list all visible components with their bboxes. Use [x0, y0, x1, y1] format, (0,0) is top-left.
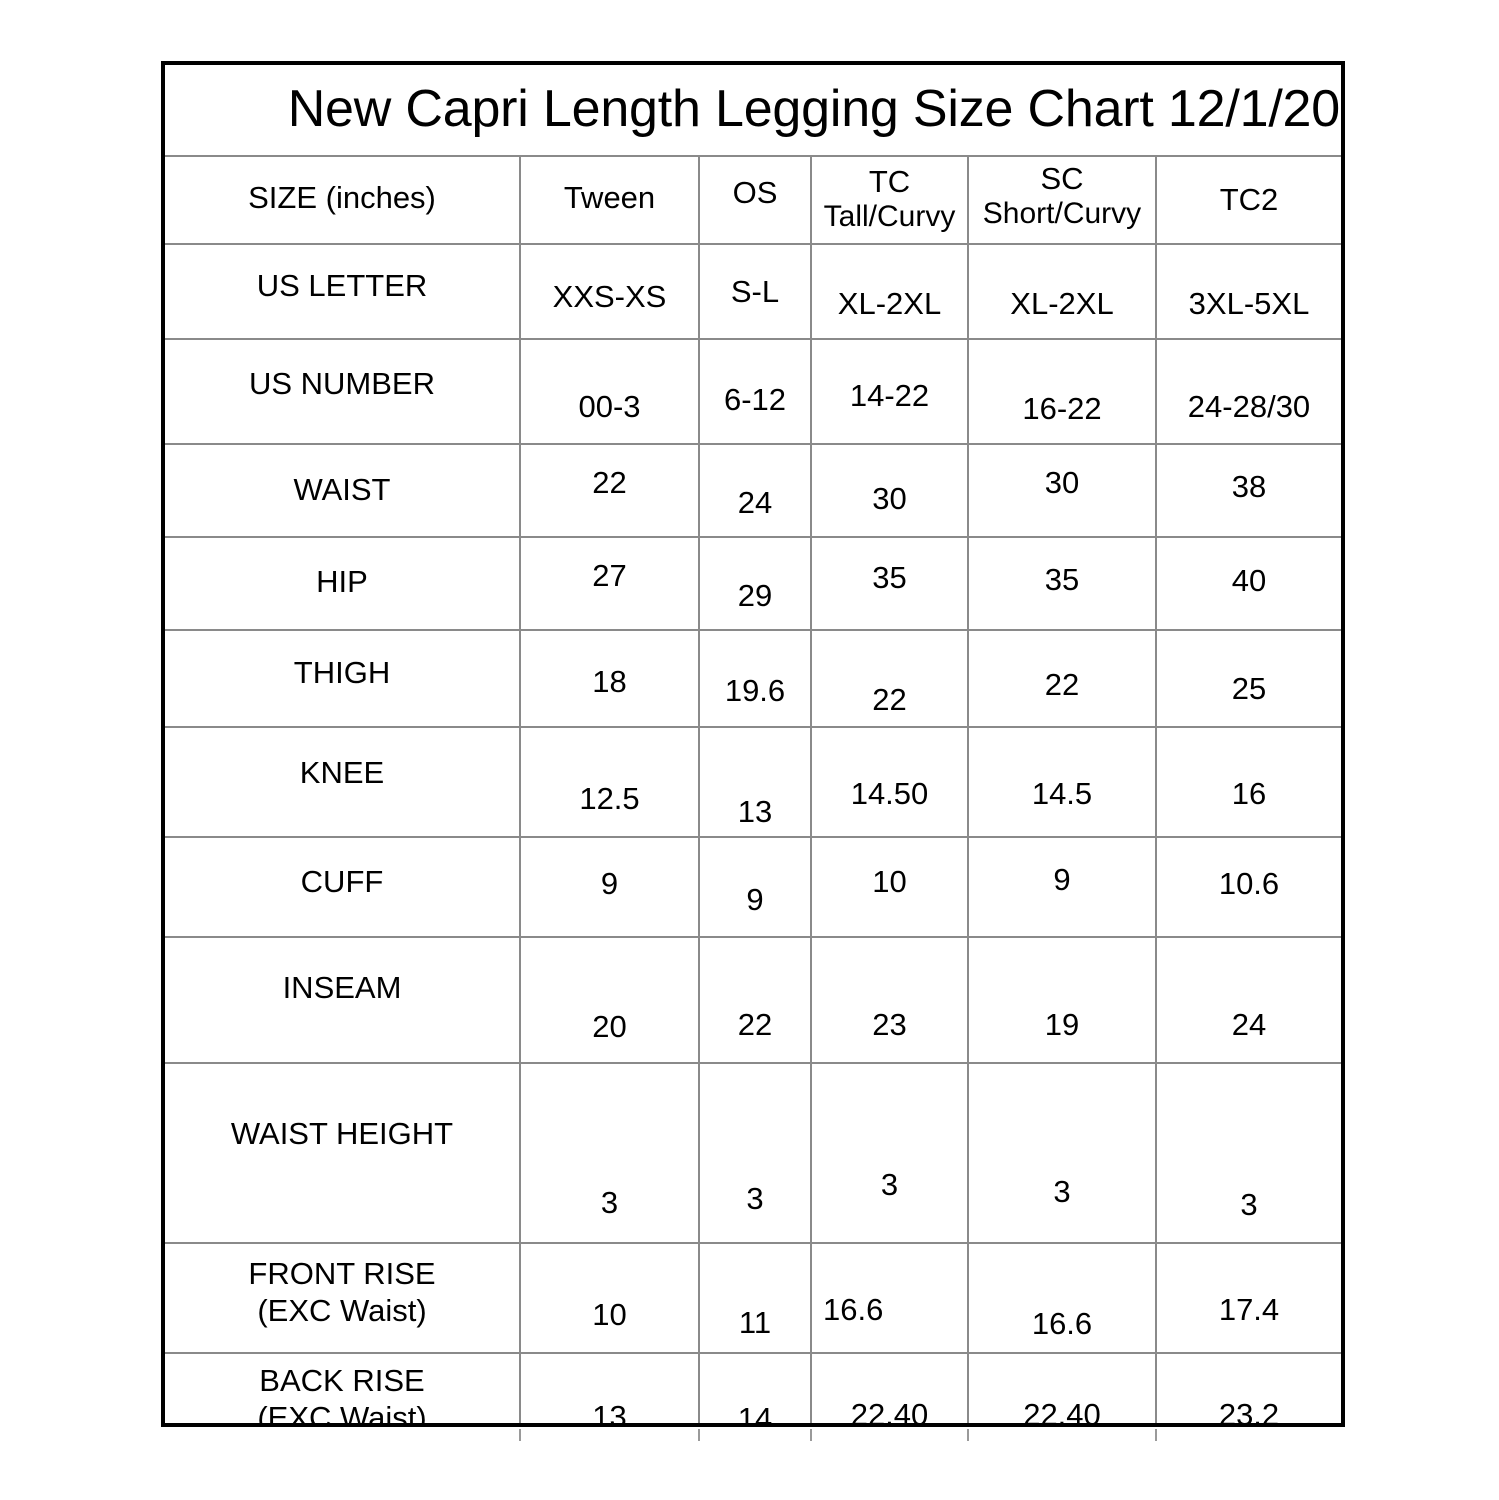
value-cell: 16-22: [967, 340, 1155, 443]
value-cell: 24-28/30: [1155, 340, 1341, 443]
page-title: New Capri Length Legging Size Chart 12/1…: [287, 80, 1340, 138]
value-cell: 13: [698, 728, 810, 836]
grid-stub: [519, 1429, 521, 1441]
table-row: US NUMBER 00-3 6-12 14-22 16-22 24-28/30: [165, 340, 1341, 445]
value-cell: 22: [519, 445, 698, 536]
value-cell: 30: [810, 445, 967, 536]
table-row: FRONT RISE (EXC Waist) 10 11 16.6 16.6 1…: [165, 1244, 1341, 1354]
value-cell: 9: [967, 838, 1155, 936]
value-cell: 17.4: [1155, 1244, 1341, 1352]
row-label-cell: INSEAM: [282, 970, 402, 1005]
value-cell: 10.6: [1155, 838, 1341, 936]
table-row: WAIST HEIGHT 3 3 3 3 3: [165, 1064, 1341, 1244]
value-cell: 20: [519, 938, 698, 1062]
row-label-cell: THIGH: [293, 655, 391, 690]
row-label-cell: HIP: [316, 564, 368, 599]
value-cell: 22: [967, 631, 1155, 726]
value-cell: 22: [810, 631, 967, 726]
value-cell: 12.5: [519, 728, 698, 836]
value-cell: 25: [1155, 631, 1341, 726]
value-cell: 16: [1155, 728, 1341, 836]
table-row: INSEAM 20 22 23 19 24: [165, 938, 1341, 1064]
grid-stub: [1155, 1429, 1157, 1441]
value-cell: XXS-XS: [519, 245, 698, 338]
value-cell: 19.6: [698, 631, 810, 726]
value-cell: 30: [967, 445, 1155, 536]
value-cell: 38: [1155, 445, 1341, 536]
value-cell: 29: [698, 538, 810, 629]
value-cell: XL-2XL: [810, 245, 967, 338]
value-cell: 23: [810, 938, 967, 1062]
value-cell: 3: [810, 1064, 967, 1242]
value-cell: 00-3: [519, 340, 698, 443]
value-cell: XL-2XL: [967, 245, 1155, 338]
value-cell: 18: [519, 631, 698, 726]
value-cell: 9: [698, 838, 810, 936]
table-grid: SIZE (inches) Tween OS TC Tall/Curvy SC …: [165, 157, 1341, 1423]
value-cell: 35: [810, 538, 967, 629]
header-cell-sc: SC Short/Curvy: [967, 157, 1155, 243]
chart-title-row: New Capri Length Legging Size Chart 12/1…: [165, 65, 1341, 157]
table-row: THIGH 18 19.6 22 22 25: [165, 631, 1341, 728]
table-row: WAIST 22 24 30 30 38: [165, 445, 1341, 538]
value-cell: 14-22: [810, 340, 967, 443]
value-cell: 16.6: [967, 1244, 1155, 1352]
table-header-row: SIZE (inches) Tween OS TC Tall/Curvy SC …: [165, 157, 1341, 245]
table-row: CUFF 9 9 10 9 10.6: [165, 838, 1341, 938]
value-cell: 35: [967, 538, 1155, 629]
value-cell: 13: [519, 1354, 698, 1423]
table-row: US LETTER XXS-XS S-L XL-2XL XL-2XL 3XL-5…: [165, 245, 1341, 340]
row-label-cell: WAIST: [293, 472, 391, 507]
value-cell: 40: [1155, 538, 1341, 629]
grid-stub: [698, 1429, 700, 1441]
header-cell-tc2: TC2: [1155, 157, 1341, 243]
header-cell-tween: Tween: [519, 157, 698, 243]
value-cell: 22.40: [967, 1354, 1155, 1423]
row-label-cell: FRONT RISE (EXC Waist): [248, 1256, 436, 1328]
grid-stub: [967, 1429, 969, 1441]
value-cell: 27: [519, 538, 698, 629]
value-cell: 14.5: [967, 728, 1155, 836]
value-cell: 23.2: [1155, 1354, 1341, 1423]
row-label-cell: US NUMBER: [248, 366, 435, 401]
table-row: KNEE 12.5 13 14.50 14.5 16: [165, 728, 1341, 838]
header-cell-os: OS: [698, 157, 810, 243]
value-cell: 22.40: [810, 1354, 967, 1423]
value-cell: 3XL-5XL: [1155, 245, 1341, 338]
row-label-cell: WAIST HEIGHT: [230, 1116, 454, 1151]
value-cell: 24: [698, 445, 810, 536]
table-row: HIP 27 29 35 35 40: [165, 538, 1341, 631]
value-cell: 24: [1155, 938, 1341, 1062]
value-cell: 9: [519, 838, 698, 936]
value-cell: 14: [698, 1354, 810, 1423]
value-cell: S-L: [698, 245, 810, 338]
row-label-cell: CUFF: [300, 864, 384, 899]
value-cell: 19: [967, 938, 1155, 1062]
value-cell: 3: [1155, 1064, 1341, 1242]
row-label-cell: US LETTER: [256, 268, 428, 303]
row-label-cell: BACK RISE (EXC Waist): [257, 1363, 427, 1423]
value-cell: 6-12: [698, 340, 810, 443]
grid-stub: [810, 1429, 812, 1441]
value-cell: 10: [810, 838, 967, 936]
table-row: BACK RISE (EXC Waist) 13 14 22.40 22.40 …: [165, 1354, 1341, 1423]
header-cell-size: SIZE (inches): [248, 180, 436, 215]
value-cell: 14.50: [810, 728, 967, 836]
row-label-cell: KNEE: [299, 755, 385, 790]
value-cell: 22: [698, 938, 810, 1062]
value-cell: 3: [698, 1064, 810, 1242]
value-cell: 11: [698, 1244, 810, 1352]
value-cell: 3: [967, 1064, 1155, 1242]
size-chart-table: New Capri Length Legging Size Chart 12/1…: [161, 61, 1345, 1427]
header-cell-tc: TC Tall/Curvy: [810, 157, 967, 243]
value-cell: 3: [519, 1064, 698, 1242]
value-cell: 10: [519, 1244, 698, 1352]
value-cell: 16.6: [810, 1244, 967, 1352]
